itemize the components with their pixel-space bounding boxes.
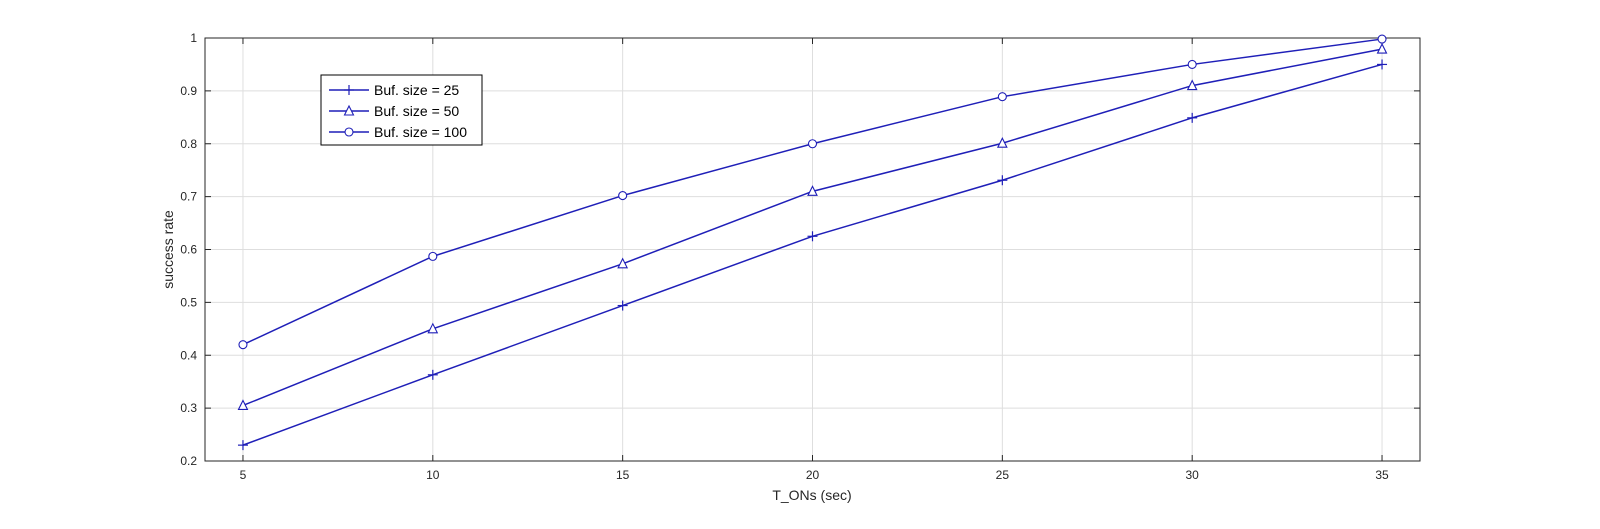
- y-tick-label: 1: [190, 31, 197, 45]
- data-point-plus: [237, 440, 248, 451]
- y-tick-label: 0.5: [180, 295, 197, 309]
- series-layer: [237, 34, 1388, 451]
- data-point-circle: [428, 251, 438, 261]
- series-plus: [237, 59, 1388, 451]
- data-point-triangle: [617, 257, 629, 269]
- legend-label: Buf. size = 50: [374, 103, 459, 119]
- data-point-triangle: [807, 185, 818, 196]
- data-point-triangle: [237, 399, 249, 411]
- x-tick-label: 30: [1186, 468, 1200, 482]
- legend-label: Buf. size = 100: [374, 124, 467, 140]
- data-point-plus: [427, 369, 438, 380]
- legend-marker-triangle: [343, 104, 355, 116]
- legend: Buf. size = 25 Buf. size = 50 Buf. size = …: [320, 74, 483, 146]
- data-point-circle: [807, 139, 818, 149]
- data-point-triangle: [996, 136, 1008, 148]
- series-triangle: [237, 42, 1388, 411]
- y-tick-label: 0.3: [180, 401, 197, 415]
- y-tick-label: 0.6: [180, 243, 197, 257]
- x-tick-label: 25: [996, 468, 1010, 482]
- y-tick-label: 0.9: [180, 84, 197, 98]
- y-axis-title: success rate: [160, 210, 176, 289]
- legend-label: Buf. size = 25: [374, 82, 459, 98]
- data-point-triangle: [1186, 79, 1198, 91]
- x-tick-label: 5: [240, 468, 247, 482]
- data-point-plus: [997, 175, 1008, 186]
- y-tick-label: 0.8: [180, 137, 197, 151]
- data-point-circle: [238, 340, 248, 350]
- data-point-plus: [1187, 112, 1198, 123]
- x-tick-label: 10: [426, 468, 440, 482]
- y-tick-label: 0.4: [180, 348, 197, 362]
- y-tick-label: 0.2: [180, 454, 197, 468]
- data-point-circle: [997, 92, 1007, 102]
- legend-marker-plus: [344, 85, 354, 95]
- tick-layer: 5 10 15 20 25 30 35 0.2 0.3 0.4 0.5 0.6 0.7 0.8 0.9 1: [180, 31, 1420, 482]
- data-point-triangle: [1376, 42, 1388, 54]
- data-point-circle: [618, 191, 628, 201]
- x-tick-label: 20: [806, 468, 820, 482]
- data-point-circle: [1187, 59, 1197, 69]
- x-axis-title: T_ONs (sec): [772, 487, 851, 503]
- data-point-triangle: [427, 322, 439, 334]
- series-circle: [238, 34, 1387, 350]
- data-point-plus: [617, 300, 628, 311]
- data-point-circle: [1377, 34, 1387, 44]
- data-point-plus: [807, 231, 818, 242]
- y-tick-label: 0.7: [180, 190, 197, 204]
- data-point-plus: [1377, 59, 1388, 70]
- x-tick-label: 35: [1375, 468, 1389, 482]
- legend-marker-circle: [344, 127, 354, 137]
- x-tick-label: 15: [616, 468, 630, 482]
